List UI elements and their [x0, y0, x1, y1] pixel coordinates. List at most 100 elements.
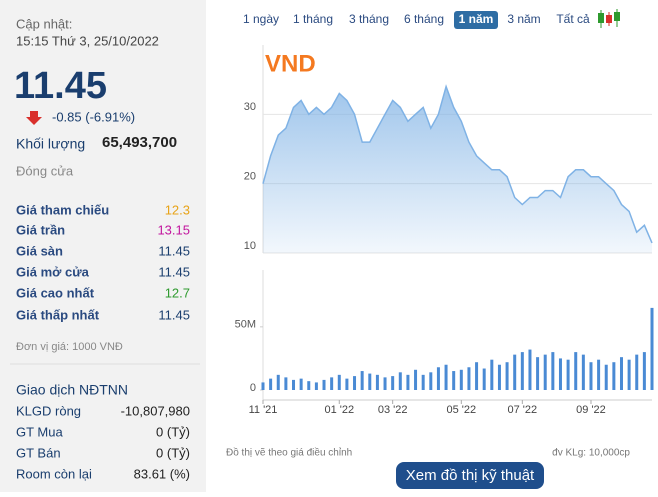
volume-bar [436, 367, 440, 390]
volume-bar [635, 354, 639, 390]
volume-bar [597, 359, 601, 390]
price-row-label: Giá trần [16, 222, 65, 237]
volume-bar [299, 378, 303, 390]
foreign-title: Giao dịch NĐTNN [16, 382, 128, 398]
y-tick-label: 50M [235, 319, 256, 331]
volume-bar [558, 358, 562, 390]
volume-bar [642, 352, 646, 390]
unit-note: Đơn vị giá: 1000 VNĐ [16, 341, 123, 353]
technical-chart-button[interactable] [396, 462, 544, 489]
price-row-label: Giá mở cửa [16, 264, 90, 279]
volume-bar [276, 374, 280, 390]
x-tick-label: 01 '22 [324, 404, 354, 416]
y-tick-label: 10 [244, 240, 256, 252]
price-row-label: Giá tham chiếu [16, 202, 109, 217]
price-row-label: Giá thấp nhất [16, 307, 100, 322]
volume-bar [368, 373, 372, 390]
volume-bar [330, 377, 334, 390]
volume-bar [475, 362, 479, 390]
volume-bar [467, 367, 471, 390]
volume-bar [536, 357, 540, 390]
volume-bar [650, 307, 654, 390]
volume-bar [520, 352, 524, 390]
volume-label: Khối lượng [16, 136, 85, 152]
price-line [262, 84, 653, 244]
volume-bar [528, 349, 532, 390]
volume-bar [505, 362, 509, 390]
volume-bar [269, 378, 273, 390]
volume-bar [307, 381, 311, 390]
volume-bar [513, 354, 517, 390]
foreign-row-value: 83.61 (%) [134, 466, 190, 481]
range-button-active[interactable] [454, 11, 498, 29]
volume-bar [444, 364, 448, 390]
candle-icon [598, 9, 620, 28]
x-tick-label: 05 '22 [446, 404, 476, 416]
volume-bar [314, 382, 318, 390]
price-row-value: 11.45 [158, 243, 190, 258]
down-arrow [26, 111, 42, 125]
ticker: VND [265, 50, 316, 77]
y-tick-label: 0 [250, 382, 256, 394]
foreign-row-value: 0 (Tỷ) [156, 424, 190, 439]
volume-bar [322, 379, 326, 390]
volume-bar [627, 359, 631, 390]
price-row-value: 12.3 [165, 202, 190, 217]
volume-bar [566, 359, 570, 390]
x-tick-label: 07 '22 [508, 404, 538, 416]
volume-bar [261, 382, 265, 390]
volume-bar [383, 377, 387, 390]
foreign-row-value: -10,807,980 [121, 403, 190, 418]
note-adjusted: Đồ thị vẽ theo giá điều chỉnh [226, 447, 352, 459]
range-button[interactable]: Tất cả [556, 12, 590, 26]
volume-bar [429, 372, 433, 390]
range-button[interactable]: 1 tháng [293, 12, 333, 26]
volume-bar [391, 376, 395, 390]
price-row-value: 11.45 [158, 307, 190, 322]
range-button[interactable]: 3 tháng [349, 12, 389, 26]
range-button[interactable]: 3 năm [507, 12, 540, 26]
volume-bar [375, 374, 379, 390]
status: Đóng cửa [16, 163, 74, 178]
volume-bar [497, 364, 501, 390]
info-panel [0, 0, 206, 492]
volume-bar [398, 372, 402, 390]
price-change: -0.85 (-6.91%) [52, 109, 135, 124]
volume-bar [459, 369, 463, 390]
volume-bar [292, 379, 296, 390]
volume-bar [574, 352, 578, 390]
range-button[interactable]: 1 ngày [243, 12, 279, 26]
note-volume-unit: đv KLg: 10,000cp [552, 448, 630, 459]
foreign-row-label: Room còn lại [16, 466, 92, 481]
volume-bar [360, 371, 364, 390]
price-row-label: Giá sàn [16, 243, 63, 258]
price-row-value: 11.45 [158, 264, 190, 279]
price-row-value: 13.15 [157, 222, 190, 237]
volume-bar [551, 352, 555, 390]
range-button[interactable]: 1 năm [459, 12, 494, 26]
volume-bar [414, 369, 418, 390]
updated-label: Cập nhật: [16, 16, 72, 31]
technical-chart-button-label[interactable]: Xem đồ thị kỹ thuật [406, 467, 535, 484]
volume-bar [612, 362, 616, 390]
volume-bar [482, 368, 486, 390]
volume-bar [604, 364, 608, 390]
volume-bar [345, 378, 349, 390]
volume-bar [421, 374, 425, 390]
volume-bar [353, 376, 357, 390]
foreign-row-label: KLGD ròng [16, 403, 81, 418]
x-tick-label: 11 '21 [249, 404, 278, 416]
x-tick-label: 09 '22 [576, 404, 606, 416]
y-tick-label: 30 [244, 101, 256, 113]
foreign-row-label: GT Mua [16, 424, 63, 439]
price-row-value: 12.7 [165, 285, 190, 300]
price-area [263, 86, 652, 253]
range-button[interactable]: 6 tháng [404, 12, 444, 26]
volume-bar [452, 371, 456, 390]
price-row-label: Giá cao nhất [16, 285, 95, 300]
volume-bar [619, 357, 623, 390]
updated-time: 15:15 Thứ 3, 25/10/2022 [16, 33, 159, 48]
foreign-row-label: GT Bán [16, 445, 61, 460]
